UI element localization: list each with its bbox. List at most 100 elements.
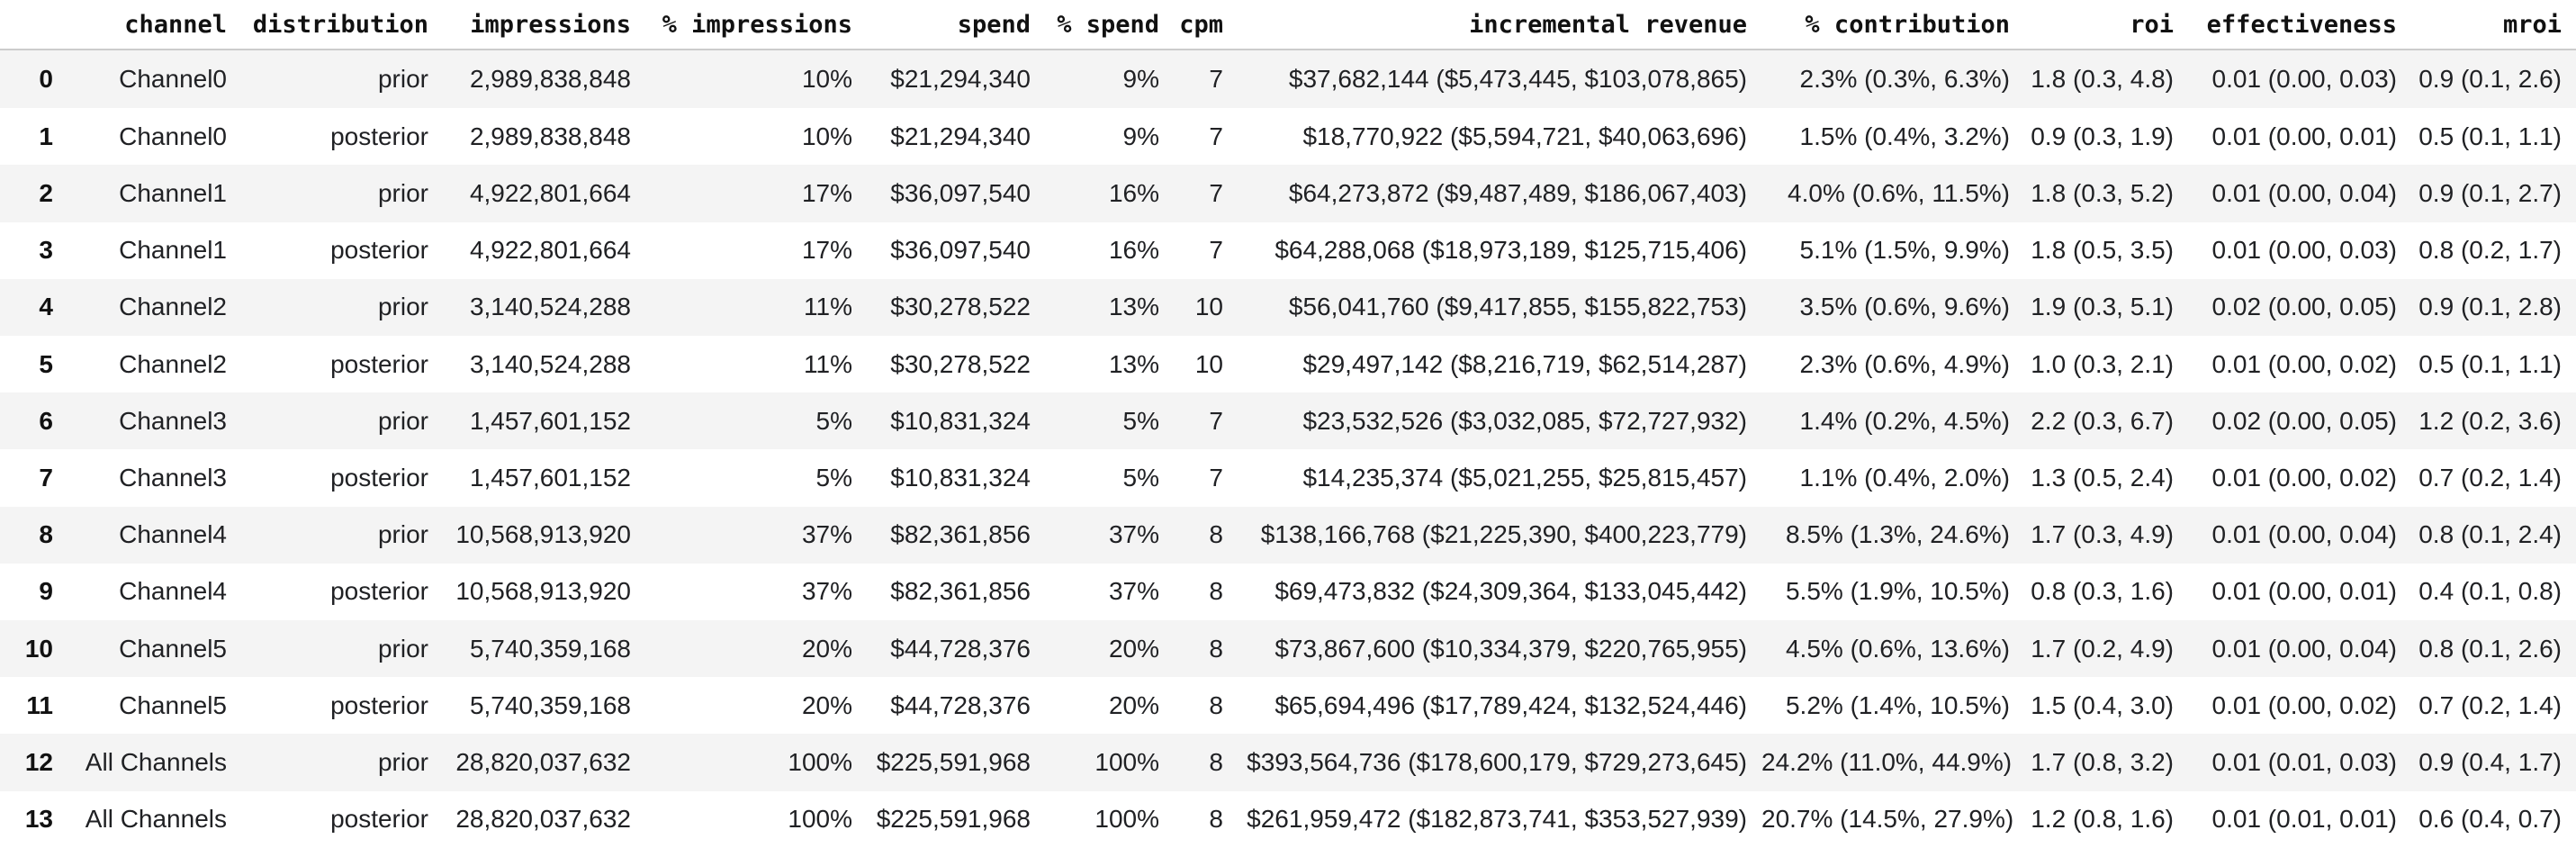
cell-effectiveness: 0.01 (0.01, 0.01): [2211, 805, 2397, 834]
cell-cpm: 8: [1209, 690, 1223, 719]
cell-impressions: 1,457,601,152: [469, 406, 631, 435]
cell-mroi: 0.9 (0.1, 2.6): [2418, 65, 2562, 94]
cell-channel: Channel2: [119, 293, 227, 321]
cell-pct-spend: 13%: [1108, 349, 1159, 378]
cell-pct-impressions: 10%: [801, 122, 852, 150]
cell-mroi: 0.8 (0.2, 1.7): [2418, 236, 2562, 265]
cell-incremental-revenue: $37,682,144 ($5,473,445, $103,078,865): [1288, 65, 1747, 94]
cell-incremental-revenue: $23,532,526 ($3,032,085, $72,727,932): [1302, 406, 1747, 435]
cell-effectiveness: 0.01 (0.00, 0.01): [2211, 122, 2397, 150]
cell-effectiveness: 0.01 (0.00, 0.03): [2211, 236, 2397, 265]
cell-spend: $10,831,324: [890, 464, 1031, 492]
cell-distribution: prior: [377, 406, 428, 435]
row-index: 1: [39, 122, 53, 150]
cell-cpm: 7: [1209, 464, 1223, 492]
cell-spend: $225,591,968: [876, 748, 1031, 777]
column-header-spend: spend: [867, 0, 1045, 50]
cell-mroi: 0.8 (0.1, 2.6): [2418, 634, 2562, 663]
cell-effectiveness: 0.01 (0.01, 0.03): [2211, 748, 2397, 777]
cell-impressions: 4,922,801,664: [469, 236, 631, 265]
column-header-effectiveness: effectiveness: [2188, 0, 2411, 50]
cell-impressions: 5,740,359,168: [469, 634, 631, 663]
cell-pct-impressions: 17%: [801, 178, 852, 207]
cell-channel: Channel0: [119, 122, 227, 150]
row-index: 13: [24, 805, 53, 834]
cell-effectiveness: 0.02 (0.00, 0.05): [2211, 293, 2397, 321]
row-index: 2: [39, 178, 53, 207]
cell-pct-contribution: 1.5% (0.4%, 3.2%): [1799, 122, 2010, 150]
cell-mroi: 0.6 (0.4, 0.7): [2418, 805, 2562, 834]
cell-roi: 1.7 (0.3, 4.9): [2031, 520, 2174, 549]
row-index: 5: [39, 349, 53, 378]
cell-distribution: prior: [377, 65, 428, 94]
cell-spend: $10,831,324: [890, 406, 1031, 435]
cell-cpm: 8: [1209, 577, 1223, 606]
cell-pct-impressions: 100%: [788, 748, 852, 777]
column-header-pct-impressions: % impressions: [645, 0, 867, 50]
cell-pct-spend: 13%: [1108, 293, 1159, 321]
cell-roi: 1.8 (0.3, 4.8): [2031, 65, 2174, 94]
cell-channel: Channel2: [119, 349, 227, 378]
cell-pct-contribution: 5.1% (1.5%, 9.9%): [1799, 236, 2010, 265]
cell-mroi: 0.7 (0.2, 1.4): [2418, 690, 2562, 719]
cell-cpm: 7: [1209, 122, 1223, 150]
cell-pct-spend: 37%: [1108, 520, 1159, 549]
cell-channel: All Channels: [85, 805, 227, 834]
cell-channel: Channel1: [119, 178, 227, 207]
column-header-mroi: mroi: [2411, 0, 2576, 50]
cell-incremental-revenue: $69,473,832 ($24,309,364, $133,045,442): [1274, 577, 1747, 606]
cell-mroi: 0.7 (0.2, 1.4): [2418, 464, 2562, 492]
cell-spend: $30,278,522: [890, 349, 1031, 378]
cell-distribution: posterior: [330, 577, 428, 606]
table-row: 6 Channel3 prior 1,457,601,152 5% $10,831,324…: [0, 392, 2576, 450]
cell-incremental-revenue: $393,564,736 ($178,600,179, $729,273,645…: [1247, 748, 1747, 777]
cell-cpm: 7: [1209, 65, 1223, 94]
cell-pct-contribution: 2.3% (0.6%, 4.9%): [1799, 349, 2010, 378]
cell-pct-contribution: 24.2% (11.0%, 44.9%): [1761, 748, 2013, 777]
cell-pct-contribution: 5.5% (1.9%, 10.5%): [1785, 577, 2010, 606]
cell-incremental-revenue: $29,497,142 ($8,216,719, $62,514,287): [1302, 349, 1747, 378]
cell-effectiveness: 0.02 (0.00, 0.05): [2211, 406, 2397, 435]
cell-roi: 1.5 (0.4, 3.0): [2031, 690, 2174, 719]
cell-impressions: 3,140,524,288: [469, 349, 631, 378]
cell-spend: $44,728,376: [890, 634, 1031, 663]
cell-effectiveness: 0.01 (0.00, 0.01): [2211, 577, 2397, 606]
cell-impressions: 28,820,037,632: [455, 805, 631, 834]
cell-channel: Channel1: [119, 236, 227, 265]
cell-effectiveness: 0.01 (0.00, 0.02): [2211, 464, 2397, 492]
column-header-roi: roi: [2024, 0, 2188, 50]
cell-incremental-revenue: $64,288,068 ($18,973,189, $125,715,406): [1274, 236, 1747, 265]
cell-roi: 0.9 (0.3, 1.9): [2031, 122, 2174, 150]
cell-roi: 2.2 (0.3, 6.7): [2031, 406, 2174, 435]
table-row: 2 Channel1 prior 4,922,801,664 17% $36,097,54…: [0, 165, 2576, 222]
cell-channel: Channel5: [119, 634, 227, 663]
cell-roi: 1.9 (0.3, 5.1): [2031, 293, 2174, 321]
cell-pct-spend: 5%: [1122, 464, 1159, 492]
cell-impressions: 1,457,601,152: [469, 464, 631, 492]
cell-cpm: 7: [1209, 406, 1223, 435]
cell-pct-contribution: 5.2% (1.4%, 10.5%): [1785, 690, 2010, 719]
cell-roi: 1.7 (0.8, 3.2): [2031, 748, 2174, 777]
cell-spend: $82,361,856: [890, 577, 1031, 606]
table-header: channel distribution impressions% impressi…: [0, 0, 2576, 50]
cell-pct-contribution: 3.5% (0.6%, 9.6%): [1799, 293, 2010, 321]
cell-cpm: 7: [1209, 178, 1223, 207]
cell-channel: Channel5: [119, 690, 227, 719]
cell-distribution: posterior: [330, 464, 428, 492]
row-index: 8: [39, 520, 53, 549]
cell-pct-spend: 20%: [1108, 690, 1159, 719]
cell-mroi: 0.9 (0.1, 2.7): [2418, 178, 2562, 207]
cell-impressions: 3,140,524,288: [469, 293, 631, 321]
cell-channel: Channel4: [119, 577, 227, 606]
cell-channel: Channel3: [119, 464, 227, 492]
column-header-pct-spend: % spend: [1045, 0, 1174, 50]
row-index: 9: [39, 577, 53, 606]
cell-incremental-revenue: $18,770,922 ($5,594,721, $40,063,696): [1302, 122, 1747, 150]
column-header-incremental-revenue: incremental revenue: [1238, 0, 1761, 50]
cell-pct-contribution: 4.0% (0.6%, 11.5%): [1788, 178, 2010, 207]
cell-distribution: posterior: [330, 122, 428, 150]
cell-pct-contribution: 4.5% (0.6%, 13.6%): [1785, 634, 2010, 663]
cell-pct-impressions: 37%: [801, 520, 852, 549]
table-row: 11 Channel5 posterior 5,740,359,168 20% $44,7…: [0, 677, 2576, 735]
column-header-pct-contribution: % contribution: [1761, 0, 2024, 50]
